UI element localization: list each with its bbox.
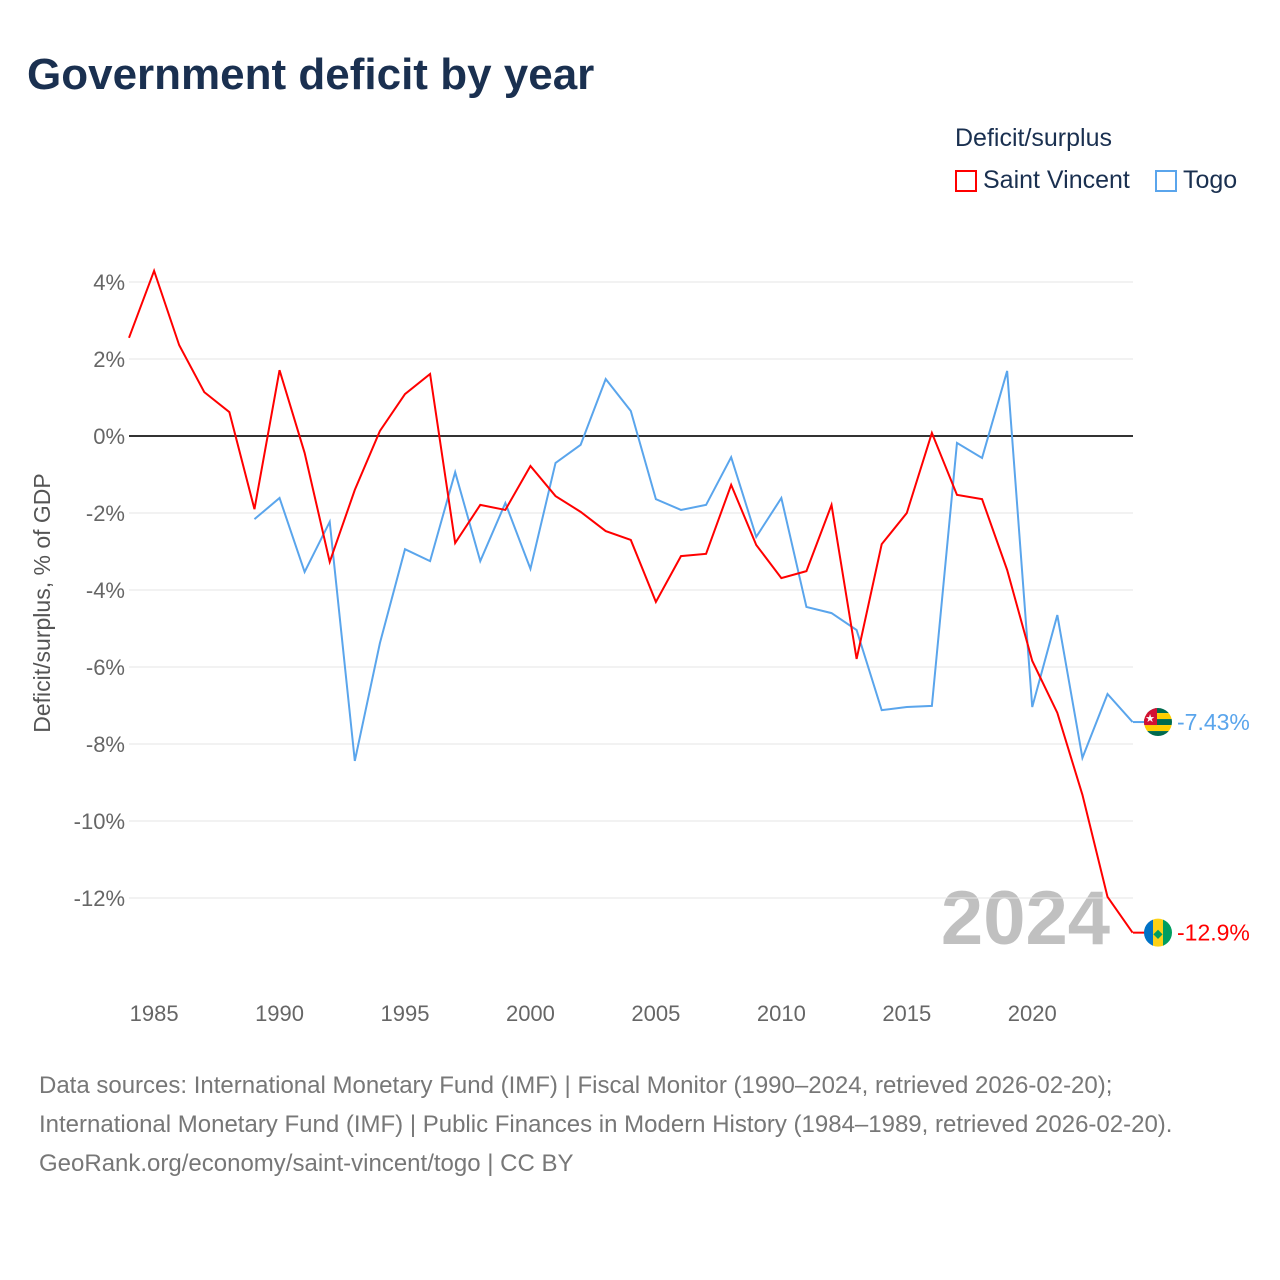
series-line-saint-vincent [128,267,1134,934]
x-tick-label: 2005 [631,1001,680,1026]
y-axis-label: Deficit/surplus, % of GDP [29,473,55,732]
flag-stripe [1144,918,1153,947]
legend-label: Togo [1183,166,1238,194]
y-tick-label: -10% [74,809,125,834]
y-tick-label: -12% [74,886,125,911]
saint-vincent-flag-icon: ◆ [1144,918,1172,947]
series-line-togo [253,370,1134,762]
sources-text: Data sources: International Monetary Fun… [39,1072,1173,1138]
flag-diamonds: ◆ [1153,927,1163,941]
x-tick-label: 2020 [1008,1001,1057,1026]
x-tick-label: 1995 [381,1001,430,1026]
x-tick-label: 2010 [757,1001,806,1026]
y-tick-label: 2% [93,347,125,372]
legend-item-togo[interactable]: Togo [1155,166,1237,195]
togo-flag-icon: ★ [1144,708,1172,737]
x-tick-label: 1990 [255,1001,304,1026]
page-title: Government deficit by year [27,50,595,99]
flag-stripe [1144,731,1172,737]
flag-stripe [1144,713,1172,720]
x-tick-label: 1985 [130,1001,179,1026]
y-tick-label: -6% [86,655,125,680]
y-tick-label: -2% [86,501,125,526]
y-tick-label: -4% [86,578,125,603]
year-watermark: 2024 [941,876,1110,961]
legend-item-saint-vincent[interactable]: Saint Vincent [955,166,1130,195]
end-value-label: -12.9% [1177,920,1250,946]
x-tick-label: 2000 [506,1001,555,1026]
legend-swatch-saint-vincent [955,169,977,192]
flag-stripe [1144,719,1172,726]
end-value-label: -7.43% [1177,709,1250,735]
legend-swatch-togo [1155,169,1177,192]
legend-title: Deficit/surplus [955,124,1112,152]
flag-stripe [1144,708,1172,714]
attribution-link[interactable]: GeoRank.org/economy/saint-vincent/togo |… [39,1150,574,1177]
y-tick-label: 0% [93,424,125,449]
line-chart: Deficit/surplus, % of GDP 2024 4% 2% 0% -2%… [29,267,1250,1026]
x-tick-label: 2015 [882,1001,931,1026]
flag-star: ★ [1145,713,1155,725]
flag-stripe [1153,918,1163,947]
flag-stripe [1163,918,1172,947]
y-tick-label: -8% [86,732,125,757]
flag-stripe [1144,725,1172,732]
legend-label: Saint Vincent [983,166,1130,194]
sources: Data sources: International Monetary Fun… [39,1066,1239,1183]
y-tick-label: 4% [93,270,125,295]
